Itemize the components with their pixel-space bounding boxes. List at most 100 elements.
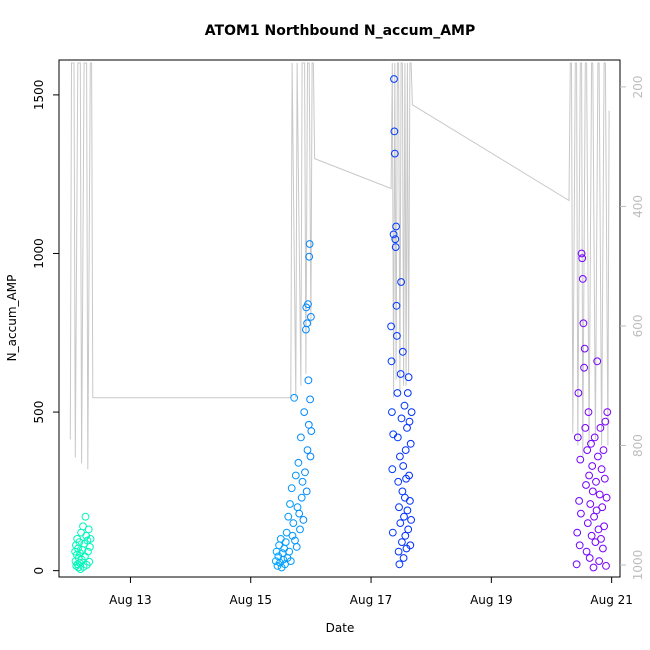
data-point-2-6 xyxy=(389,230,398,239)
depth-line-layer xyxy=(69,62,610,470)
data-point-3-31 xyxy=(592,477,600,486)
data-point-0-14 xyxy=(77,528,85,537)
data-point-3-20 xyxy=(585,471,593,480)
data-point-1-6 xyxy=(276,535,285,543)
data-point-3-26 xyxy=(588,487,597,496)
data-point-2-28 xyxy=(398,347,407,356)
x-tick-label-4: Aug 21 xyxy=(590,593,633,607)
data-point-3-48 xyxy=(602,493,611,502)
data-point-3-25 xyxy=(588,462,597,470)
data-point-2-45 xyxy=(406,497,414,505)
data-point-1-32 xyxy=(298,477,307,486)
data-point-3-36 xyxy=(595,557,603,565)
y-tick-label-1: 500 xyxy=(32,401,46,424)
data-point-1-33 xyxy=(299,516,308,524)
data-point-2-25 xyxy=(397,414,406,423)
data-point-2-27 xyxy=(398,487,407,496)
data-point-1-22 xyxy=(290,393,299,402)
data-point-1-16 xyxy=(285,547,294,556)
data-point-1-19 xyxy=(287,484,296,493)
y2-tick-label-2: 600 xyxy=(631,315,645,338)
data-point-2-38 xyxy=(403,424,411,432)
y2-tick-label-4: 1000 xyxy=(631,550,645,581)
data-point-2-12 xyxy=(392,222,401,231)
data-point-3-27 xyxy=(589,563,598,572)
data-point-2-17 xyxy=(394,477,403,486)
data-point-2-40 xyxy=(403,389,412,397)
y2-tick-label-1: 400 xyxy=(631,195,645,218)
data-point-0-21 xyxy=(81,512,90,521)
data-point-2-1 xyxy=(387,357,396,366)
y-axis-right: 200 400 600 800 1000 xyxy=(620,75,645,580)
data-point-3-21 xyxy=(585,554,594,562)
plot-frame xyxy=(58,59,621,578)
data-point-1-18 xyxy=(286,557,295,565)
y-tick-label-0: 0 xyxy=(32,567,46,575)
data-point-2-48 xyxy=(407,516,416,524)
data-point-2-26 xyxy=(398,538,406,546)
data-point-3-29 xyxy=(590,433,599,442)
data-point-2-11 xyxy=(391,243,400,252)
data-point-2-7 xyxy=(390,75,398,83)
data-point-2-44 xyxy=(405,417,414,426)
data-point-2-31 xyxy=(400,512,408,521)
data-point-1-15 xyxy=(284,512,293,521)
data-point-2-46 xyxy=(406,541,415,550)
data-point-3-49 xyxy=(603,408,612,417)
data-point-1-46 xyxy=(306,395,315,404)
y-axis-label: N_accum_AMP xyxy=(5,275,19,362)
data-point-0-29 xyxy=(86,535,95,543)
data-point-3-2 xyxy=(573,433,582,442)
data-point-3-5 xyxy=(575,541,584,550)
y-tick-label-3: 1500 xyxy=(32,80,46,111)
data-point-3-3 xyxy=(574,389,583,397)
data-point-1-30 xyxy=(297,433,305,442)
data-point-3-41 xyxy=(598,503,607,512)
data-point-3-22 xyxy=(586,500,595,508)
data-point-2-9 xyxy=(390,149,399,158)
x-axis-label: Date xyxy=(326,621,355,635)
data-point-3-24 xyxy=(587,531,596,540)
data-point-1-10 xyxy=(280,544,289,553)
data-point-3-40 xyxy=(597,465,606,474)
y-axis-left: 0 500 1000 1500 xyxy=(32,80,59,575)
data-point-2-47 xyxy=(406,439,415,448)
data-point-3-28 xyxy=(590,512,598,521)
data-point-1-4 xyxy=(275,541,284,550)
data-point-3-11 xyxy=(579,319,588,328)
data-point-2-33 xyxy=(401,493,409,502)
data-point-1-26 xyxy=(293,503,302,512)
data-point-1-38 xyxy=(302,487,311,496)
x-tick-label-0: Aug 13 xyxy=(109,593,152,607)
data-point-2-24 xyxy=(397,278,406,286)
data-point-3-14 xyxy=(581,424,590,432)
data-point-2-19 xyxy=(395,503,403,512)
data-point-1-40 xyxy=(303,446,312,455)
data-point-1-20 xyxy=(288,531,297,540)
depth-line-0 xyxy=(69,62,610,470)
data-point-3-37 xyxy=(595,490,604,499)
data-point-3-44 xyxy=(600,522,608,531)
data-point-1-35 xyxy=(301,468,309,477)
data-point-1-42 xyxy=(304,376,313,385)
data-point-1-12 xyxy=(281,538,290,546)
chart-title: ATOM1 Northbound N_accum_AMP xyxy=(205,23,475,39)
data-point-3-23 xyxy=(587,439,595,448)
data-point-1-34 xyxy=(300,408,309,417)
data-point-3-45 xyxy=(600,474,609,483)
data-point-2-21 xyxy=(396,452,404,461)
data-point-1-47 xyxy=(306,452,315,461)
data-point-1-31 xyxy=(297,493,306,502)
data-point-0-26 xyxy=(84,525,93,534)
x-tick-label-3: Aug 19 xyxy=(470,593,513,607)
data-point-2-2 xyxy=(388,408,396,417)
data-point-2-8 xyxy=(390,127,399,136)
data-point-3-47 xyxy=(602,562,610,570)
data-point-1-41 xyxy=(304,300,312,309)
data-point-2-4 xyxy=(388,528,397,537)
data-point-3-33 xyxy=(593,357,602,366)
data-point-2-13 xyxy=(392,301,401,310)
data-point-2-35 xyxy=(401,446,410,455)
data-point-3-6 xyxy=(576,455,585,464)
